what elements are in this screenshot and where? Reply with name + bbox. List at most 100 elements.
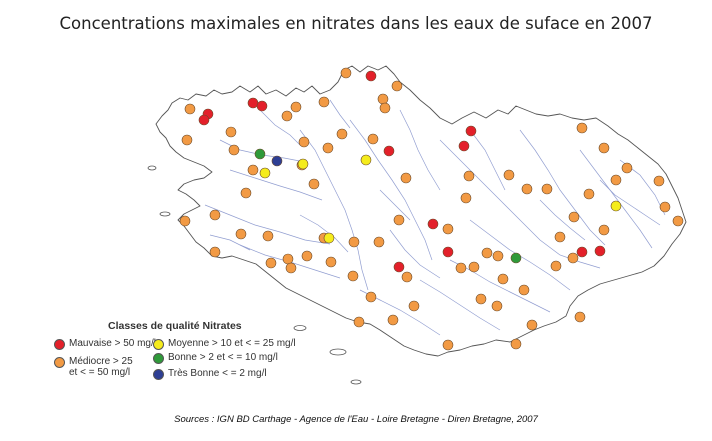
station [463, 170, 475, 182]
station [348, 236, 360, 248]
station [247, 164, 259, 176]
legend-item-moyenne: Moyenne > 10 et < = 25 mg/l [153, 338, 296, 350]
station [256, 100, 268, 112]
station [184, 103, 196, 115]
station [393, 261, 405, 273]
station [610, 174, 622, 186]
station [594, 245, 606, 257]
station [387, 314, 399, 326]
station [225, 126, 237, 138]
station [391, 80, 403, 92]
station [442, 246, 454, 258]
station [550, 260, 562, 272]
station [503, 169, 515, 181]
source-note: Sources : IGN BD Carthage - Agence de l'… [174, 414, 538, 425]
station [325, 256, 337, 268]
station [576, 246, 588, 258]
station [491, 300, 503, 312]
station [526, 319, 538, 331]
station [365, 291, 377, 303]
station [610, 200, 622, 212]
legend-item-mediocre: Médiocre > 25 et < = 50 mg/l [54, 356, 133, 378]
station [290, 101, 302, 113]
station [353, 316, 365, 328]
legend-swatch [153, 369, 164, 380]
station [322, 142, 334, 154]
legend: Classes de qualité Nitrates Mauvaise > 5… [48, 318, 308, 390]
map-title: Concentrations maximales en nitrates dan… [59, 14, 653, 33]
legend-swatch [153, 353, 164, 364]
station [259, 167, 271, 179]
station [475, 293, 487, 305]
station [458, 140, 470, 152]
station [442, 223, 454, 235]
station [541, 183, 553, 195]
station [209, 246, 221, 258]
stations-mediocre [179, 67, 684, 351]
legend-item-bonne: Bonne > 2 et < = 10 mg/l [153, 352, 278, 364]
station [179, 215, 191, 227]
station [262, 230, 274, 242]
station [308, 178, 320, 190]
station [265, 257, 277, 269]
station [598, 224, 610, 236]
station [271, 155, 283, 167]
station [481, 247, 493, 259]
station [209, 209, 221, 221]
station [574, 311, 586, 323]
station [318, 96, 330, 108]
station [393, 214, 405, 226]
legend-item-tres-bonne: Très Bonne < = 2 mg/l [153, 368, 267, 380]
station [365, 70, 377, 82]
station [254, 148, 266, 160]
coastline [155, 65, 687, 357]
station [377, 93, 389, 105]
station [465, 125, 477, 137]
station [301, 250, 313, 262]
station [442, 339, 454, 351]
station [228, 144, 240, 156]
station [621, 162, 633, 174]
station [336, 128, 348, 140]
station [576, 122, 588, 134]
station [282, 253, 294, 265]
legend-swatch [54, 357, 65, 368]
station [583, 188, 595, 200]
station [367, 133, 379, 145]
station [659, 201, 671, 213]
station [455, 262, 467, 274]
stations-tres-bonne [271, 155, 283, 167]
station [401, 271, 413, 283]
legend-swatch [153, 339, 164, 350]
station [427, 218, 439, 230]
stations-moyenne [259, 154, 622, 244]
station [408, 300, 420, 312]
station [554, 231, 566, 243]
station [492, 250, 504, 262]
station [285, 262, 297, 274]
station [521, 183, 533, 195]
station [340, 67, 352, 79]
legend-swatch [54, 339, 65, 350]
station [373, 236, 385, 248]
station [653, 175, 665, 187]
stations-mauvaise [198, 70, 606, 273]
station [510, 252, 522, 264]
station [281, 110, 293, 122]
stations-bonne [254, 148, 522, 264]
station [235, 228, 247, 240]
station [360, 154, 372, 166]
monitoring-stations [179, 67, 684, 351]
station [598, 142, 610, 154]
station [347, 270, 359, 282]
legend-title: Classes de qualité Nitrates [108, 320, 242, 332]
station [181, 134, 193, 146]
station [383, 145, 395, 157]
station [510, 338, 522, 350]
station [240, 187, 252, 199]
station [672, 215, 684, 227]
station [198, 114, 210, 126]
station [323, 232, 335, 244]
station [460, 192, 472, 204]
